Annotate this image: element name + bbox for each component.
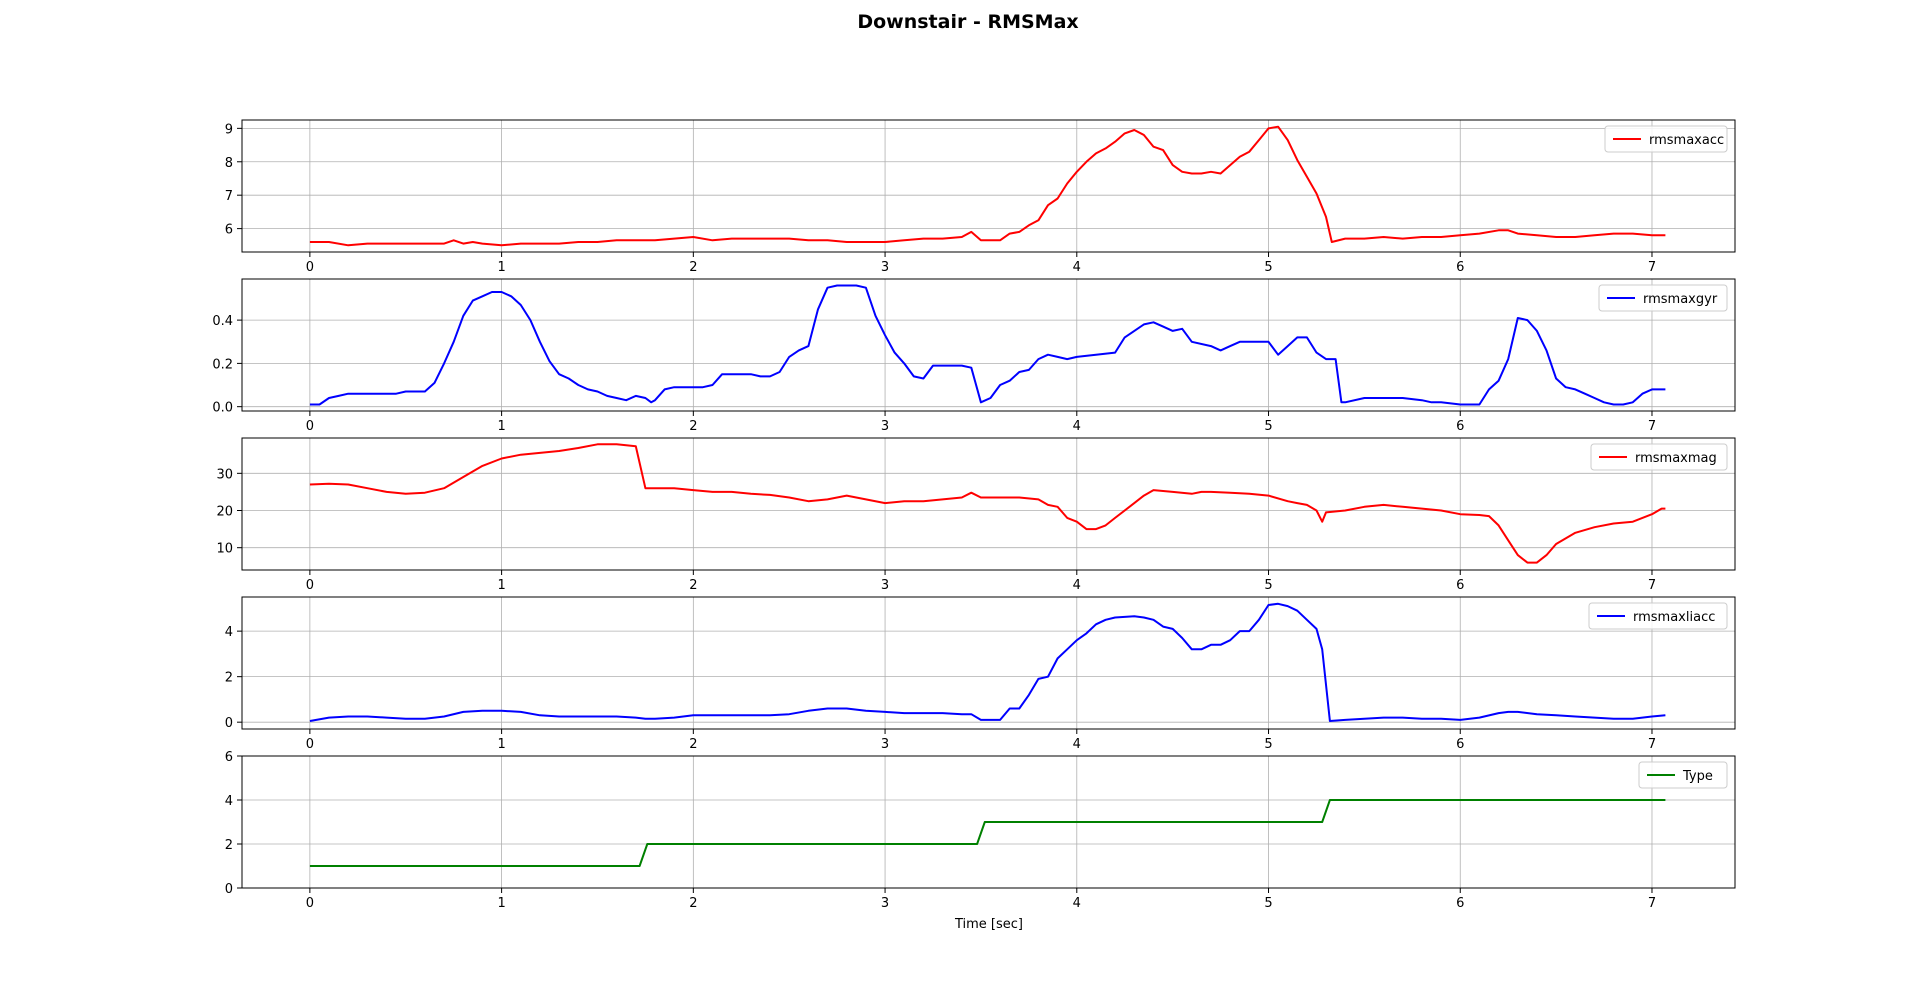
x-tick-label: 7 [1648,578,1656,593]
series-line-rmsmaxliacc [309,602,1666,722]
axes-frame [241,437,1736,571]
y-tick-label: 20 [216,505,233,520]
y-tick-label: 6 [225,750,233,765]
subplot-Type: 0 1 2 3 4 5 6 7 0 2 4 6 Type [225,750,1736,911]
x-tick-label: 1 [497,737,505,752]
subplot-rmsmaxliacc: 0 1 2 3 4 5 6 7 0 2 4 rmsmaxliacc [225,596,1736,752]
x-tick-label: 6 [1456,260,1464,275]
y-tick-label: 2 [225,671,233,686]
subplots-area: 0 1 2 3 4 5 6 7 6 7 8 9 rmsmaxacc 0 1 2 3 4 5 6 7 0.0 0.2 0.4 rm… [212,119,1736,911]
y-tick-label: 9 [225,122,233,137]
x-tick-label: 4 [1073,419,1081,434]
x-tick-label: 5 [1264,578,1272,593]
subplot-rmsmaxmag: 0 1 2 3 4 5 6 7 10 20 30 rmsmaxmag [216,437,1736,593]
x-tick-label: 1 [497,578,505,593]
x-tick-label: 2 [689,419,697,434]
x-tick-label: 1 [497,419,505,434]
legend-box [1604,125,1728,153]
legend-box [1638,761,1728,789]
legend-box [1588,602,1728,630]
x-tick-label: 4 [1073,737,1081,752]
x-tick-label: 6 [1456,419,1464,434]
series-line-rmsmaxacc [309,125,1666,247]
chart-title: Downstair - RMSMax [857,11,1078,33]
y-tick-label: 0 [225,882,233,897]
legend-box [1590,443,1728,471]
x-tick-label: 0 [306,737,314,752]
axes-frame [241,596,1736,730]
x-tick-label: 4 [1073,260,1081,275]
x-tick-label: 3 [881,737,889,752]
y-tick-label: 0.4 [212,314,233,329]
x-tick-label: 5 [1264,737,1272,752]
x-tick-label: 0 [306,578,314,593]
x-tick-label: 5 [1264,260,1272,275]
x-tick-label: 0 [306,419,314,434]
series-line-rmsmaxmag [309,443,1666,564]
x-tick-label: 1 [497,260,505,275]
x-tick-label: 7 [1648,260,1656,275]
x-tick-label: 6 [1456,896,1464,911]
x-tick-label: 5 [1264,419,1272,434]
x-axis-label: Time [sec] [954,917,1023,932]
y-tick-label: 0.2 [212,357,233,372]
legend-label: rmsmaxliacc [1633,610,1715,625]
x-tick-label: 7 [1648,896,1656,911]
x-tick-label: 0 [306,896,314,911]
y-tick-label: 8 [225,156,233,171]
axes-frame [241,755,1736,889]
y-tick-label: 2 [225,838,233,853]
x-tick-label: 6 [1456,578,1464,593]
series-line-rmsmaxgyr [309,284,1666,406]
x-tick-label: 5 [1264,896,1272,911]
x-tick-label: 2 [689,737,697,752]
axes-frame [241,278,1736,412]
legend-label: rmsmaxgyr [1643,292,1718,307]
legend-label: rmsmaxacc [1649,133,1724,148]
series-line-Type [309,799,1666,867]
legend-label: Type [1682,769,1713,784]
y-tick-label: 6 [225,223,233,238]
x-tick-label: 3 [881,896,889,911]
y-tick-label: 30 [216,467,233,482]
x-tick-label: 7 [1648,737,1656,752]
legend-box [1598,284,1728,312]
x-tick-label: 0 [306,260,314,275]
x-tick-label: 2 [689,260,697,275]
x-tick-label: 3 [881,260,889,275]
y-tick-label: 10 [216,542,233,557]
x-tick-label: 4 [1073,578,1081,593]
y-tick-label: 4 [225,794,233,809]
legend-label: rmsmaxmag [1635,451,1717,466]
x-tick-label: 2 [689,578,697,593]
x-tick-label: 1 [497,896,505,911]
subplot-rmsmaxacc: 0 1 2 3 4 5 6 7 6 7 8 9 rmsmaxacc [225,119,1736,275]
subplot-rmsmaxgyr: 0 1 2 3 4 5 6 7 0.0 0.2 0.4 rmsmaxgyr [212,278,1736,434]
x-tick-label: 6 [1456,737,1464,752]
y-tick-label: 7 [225,189,233,204]
x-tick-label: 3 [881,578,889,593]
x-tick-label: 3 [881,419,889,434]
axes-frame [241,119,1736,253]
x-tick-label: 4 [1073,896,1081,911]
y-tick-label: 4 [225,625,233,640]
y-tick-label: 0 [225,716,233,731]
x-tick-label: 2 [689,896,697,911]
x-tick-label: 7 [1648,419,1656,434]
y-tick-label: 0.0 [212,401,233,416]
